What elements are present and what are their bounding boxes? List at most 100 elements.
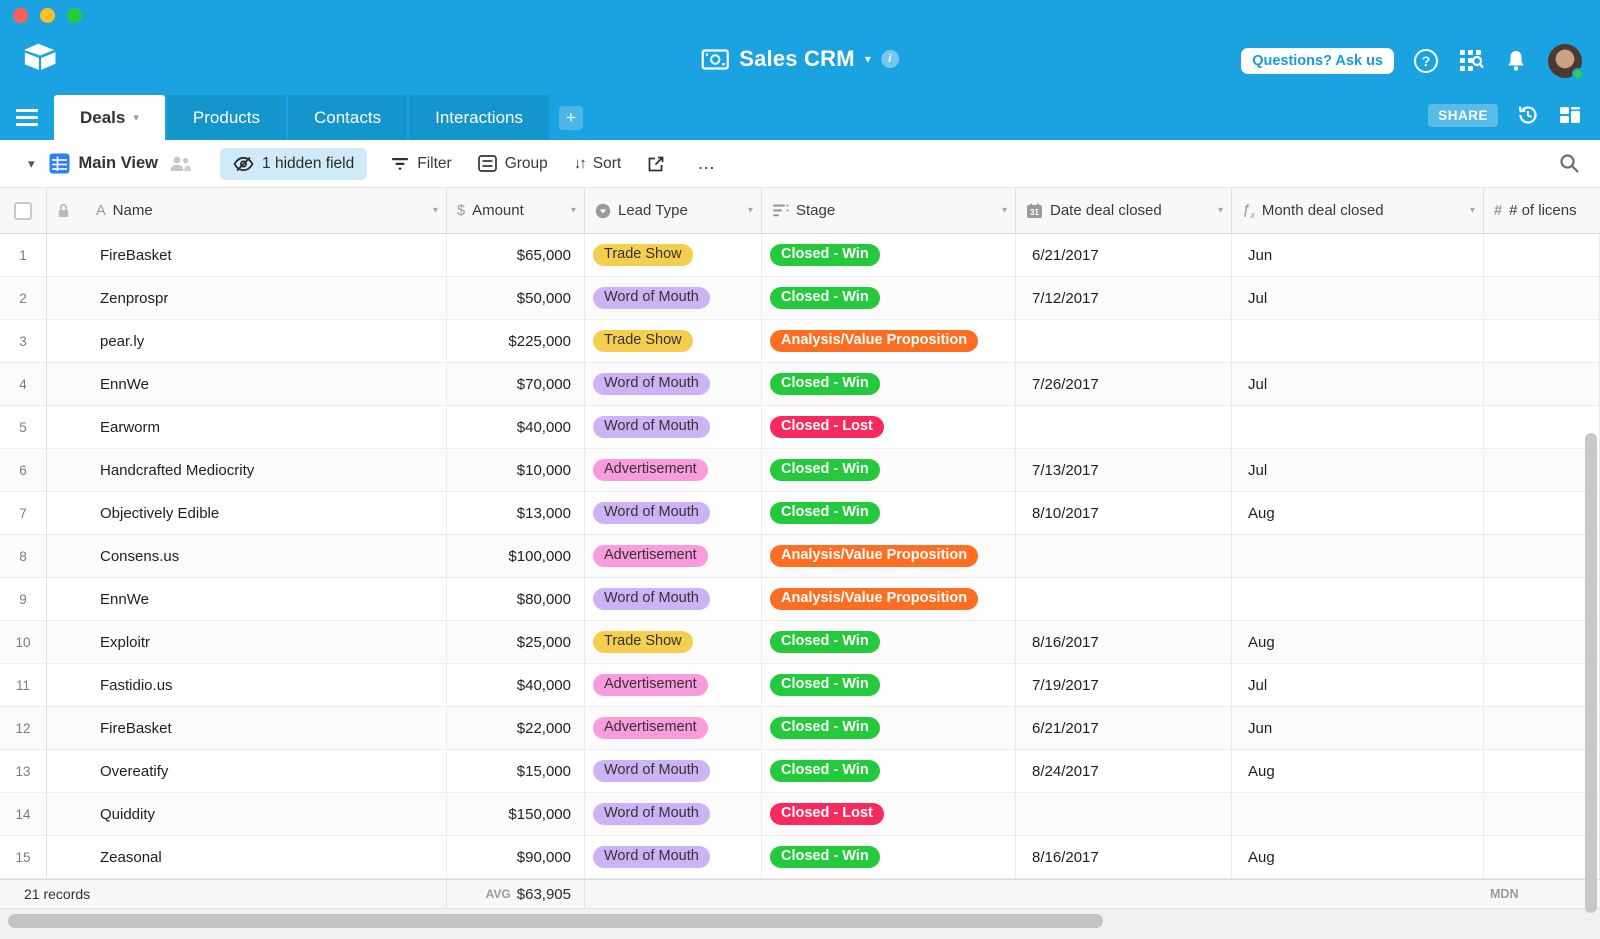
amount-summary-cell[interactable]: AVG $63,905 [447,880,585,908]
cell-name[interactable]: Zenprospr [47,277,447,319]
cell-name[interactable]: Objectively Edible [47,492,447,534]
table-row[interactable]: 2 Zenprospr $50,000 Word of Mouth Closed… [0,277,1600,320]
cell-licenses[interactable] [1484,277,1600,319]
column-caret-icon[interactable]: ▾ [1217,205,1223,216]
cell-lead-type[interactable]: Word of Mouth [585,492,762,534]
view-sidebar-caret-icon[interactable]: ▾ [28,155,35,171]
column-caret-icon[interactable]: ▾ [1001,205,1007,216]
cell-amount[interactable]: $40,000 [447,664,585,706]
cell-lead-type[interactable]: Word of Mouth [585,836,762,878]
cell-licenses[interactable] [1484,320,1600,362]
tab-deals[interactable]: Deals ▾ [54,95,165,140]
cell-licenses[interactable] [1484,449,1600,491]
zoom-window-button[interactable] [67,8,82,23]
cell-month-deal-closed[interactable]: Jun [1232,234,1484,276]
table-row[interactable]: 8 Consens.us $100,000 Advertisement Anal… [0,535,1600,578]
cell-date-deal-closed[interactable]: 8/16/2017 [1016,836,1232,878]
cell-stage[interactable]: Closed - Win [762,277,1016,319]
cell-name[interactable]: Earworm [47,406,447,448]
cell-lead-type[interactable]: Trade Show [585,621,762,663]
cell-name[interactable]: EnnWe [47,578,447,620]
cell-date-deal-closed[interactable] [1016,320,1232,362]
cell-name[interactable]: EnnWe [47,363,447,405]
cell-lead-type[interactable]: Advertisement [585,707,762,749]
cell-amount[interactable]: $40,000 [447,406,585,448]
tab-interactions[interactable]: Interactions [409,95,549,140]
cell-stage[interactable]: Analysis/Value Proposition [762,578,1016,620]
cell-lead-type[interactable]: Word of Mouth [585,406,762,448]
cell-month-deal-closed[interactable]: Jul [1232,664,1484,706]
more-options-button[interactable]: … [697,153,717,173]
table-row[interactable]: 12 FireBasket $22,000 Advertisement Clos… [0,707,1600,750]
cell-lead-type[interactable]: Advertisement [585,449,762,491]
table-row[interactable]: 11 Fastidio.us $40,000 Advertisement Clo… [0,664,1600,707]
cell-licenses[interactable] [1484,664,1600,706]
table-row[interactable]: 9 EnnWe $80,000 Word of Mouth Analysis/V… [0,578,1600,621]
info-icon[interactable]: i [880,50,899,68]
table-row[interactable]: 5 Earworm $40,000 Word of Mouth Closed -… [0,406,1600,449]
cell-stage[interactable]: Closed - Win [762,449,1016,491]
cell-lead-type[interactable]: Advertisement [585,664,762,706]
cell-lead-type[interactable]: Word of Mouth [585,277,762,319]
search-icon[interactable] [1559,153,1580,174]
cell-stage[interactable]: Closed - Win [762,750,1016,792]
history-icon[interactable] [1516,103,1540,127]
cell-lead-type[interactable]: Trade Show [585,234,762,276]
cell-date-deal-closed[interactable] [1016,793,1232,835]
tab-contacts[interactable]: Contacts [288,95,408,140]
filter-button[interactable]: Filter [391,155,452,173]
tab-products[interactable]: Products [166,95,286,140]
cell-stage[interactable]: Closed - Win [762,234,1016,276]
add-table-button[interactable]: + [558,95,583,140]
table-row[interactable]: 13 Overeatify $15,000 Word of Mouth Clos… [0,750,1600,793]
table-row[interactable]: 14 Quiddity $150,000 Word of Mouth Close… [0,793,1600,836]
table-row[interactable]: 7 Objectively Edible $13,000 Word of Mou… [0,492,1600,535]
cell-month-deal-closed[interactable]: Aug [1232,492,1484,534]
horizontal-scrollbar[interactable] [8,914,1103,928]
vertical-scrollbar[interactable] [1585,433,1597,913]
help-icon[interactable]: ? [1414,49,1438,73]
cell-amount[interactable]: $15,000 [447,750,585,792]
cell-stage[interactable]: Closed - Win [762,492,1016,534]
column-caret-icon[interactable]: ▾ [432,205,438,216]
share-button[interactable]: SHARE [1428,103,1498,127]
app-launcher-search-icon[interactable] [1458,48,1484,74]
cell-date-deal-closed[interactable]: 6/21/2017 [1016,234,1232,276]
view-name[interactable]: Main View [78,154,159,172]
column-header-month-deal-closed[interactable]: ƒx Month deal closed ▾ [1232,188,1484,233]
cell-amount[interactable]: $65,000 [447,234,585,276]
cell-stage[interactable]: Closed - Win [762,836,1016,878]
cell-amount[interactable]: $150,000 [447,793,585,835]
cell-month-deal-closed[interactable] [1232,406,1484,448]
column-caret-icon[interactable]: ▾ [570,205,576,216]
cell-month-deal-closed[interactable]: Aug [1232,750,1484,792]
hidden-fields-button[interactable]: 1 hidden field [220,147,368,180]
column-header-date-deal-closed[interactable]: 31 Date deal closed ▾ [1016,188,1232,233]
cell-amount[interactable]: $80,000 [447,578,585,620]
cell-month-deal-closed[interactable] [1232,535,1484,577]
cell-stage[interactable]: Closed - Lost [762,793,1016,835]
cell-lead-type[interactable]: Word of Mouth [585,750,762,792]
cell-name[interactable]: FireBasket [47,707,447,749]
base-title[interactable]: Sales CRM [739,46,855,71]
cell-date-deal-closed[interactable]: 7/13/2017 [1016,449,1232,491]
column-header-amount[interactable]: $ Amount ▾ [447,188,585,233]
table-row[interactable]: 1 FireBasket $65,000 Trade Show Closed -… [0,234,1600,277]
cell-name[interactable]: Consens.us [47,535,447,577]
table-row[interactable]: 15 Zeasonal $90,000 Word of Mouth Closed… [0,836,1600,879]
cell-licenses[interactable] [1484,578,1600,620]
cell-amount[interactable]: $10,000 [447,449,585,491]
cell-amount[interactable]: $225,000 [447,320,585,362]
cell-licenses[interactable] [1484,836,1600,878]
airtable-logo-icon[interactable] [22,42,58,73]
cell-amount[interactable]: $70,000 [447,363,585,405]
cell-name[interactable]: Exploitr [47,621,447,663]
cell-amount[interactable]: $25,000 [447,621,585,663]
cell-licenses[interactable] [1484,707,1600,749]
table-row[interactable]: 3 pear.ly $225,000 Trade Show Analysis/V… [0,320,1600,363]
cell-licenses[interactable] [1484,234,1600,276]
cell-lead-type[interactable]: Advertisement [585,535,762,577]
user-avatar[interactable] [1548,44,1584,80]
table-row[interactable]: 6 Handcrafted Mediocrity $10,000 Adverti… [0,449,1600,492]
cell-name[interactable]: Zeasonal [47,836,447,878]
